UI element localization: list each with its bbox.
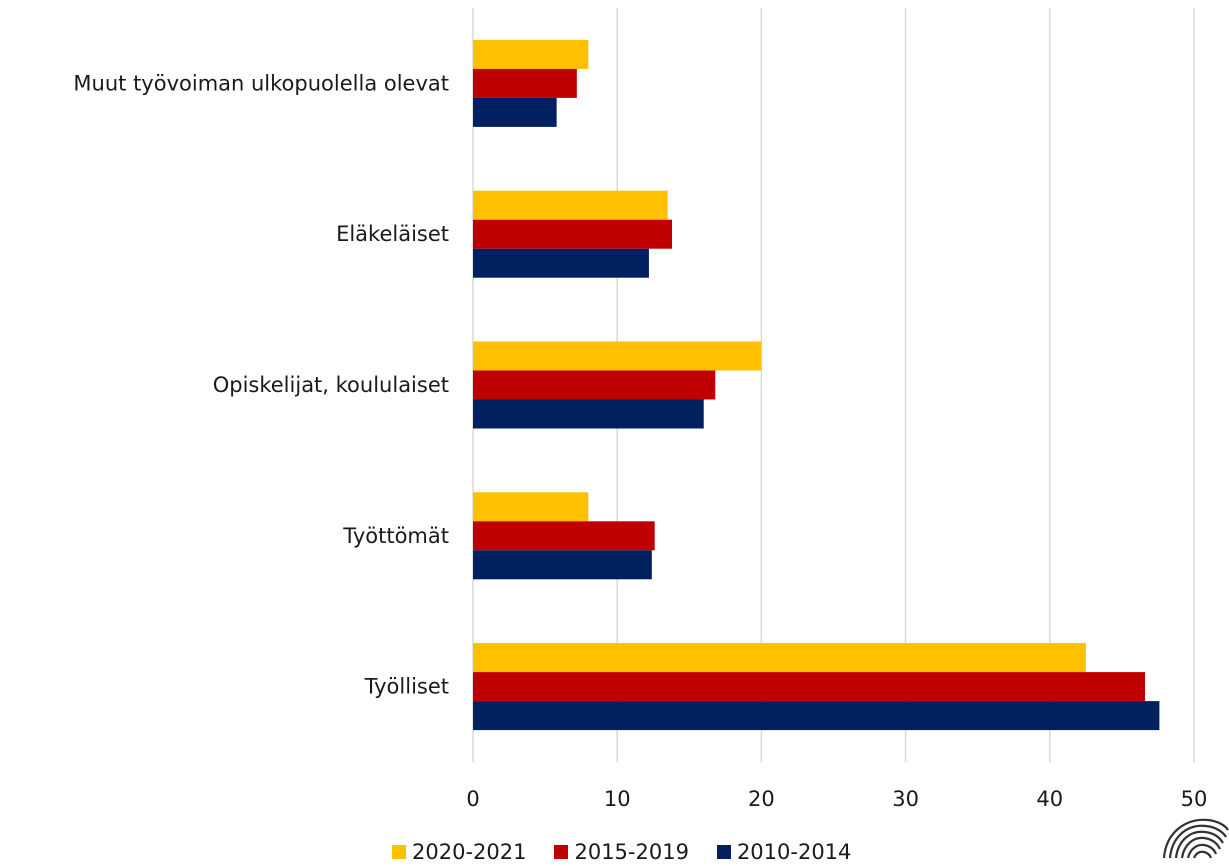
x-tick-label: 20 [748, 787, 775, 811]
x-tick-label: 50 [1181, 787, 1208, 811]
bar [473, 550, 652, 580]
fingerprint-logo-icon [1162, 818, 1229, 859]
legend-item: 2010-2014 [716, 840, 852, 864]
bar [473, 97, 557, 127]
x-axis-ticks: 0 10 20 30 40 50 [466, 787, 1207, 811]
bar [473, 219, 672, 249]
bar [473, 672, 1145, 702]
x-tick-label: 30 [892, 787, 919, 811]
x-tick-label: 40 [1036, 787, 1063, 811]
bar [473, 399, 704, 429]
bar [473, 492, 589, 522]
x-tick-label: 10 [604, 787, 631, 811]
bar [473, 341, 762, 371]
legend-swatch [716, 845, 731, 859]
gridlines [472, 8, 1195, 762]
bars [473, 39, 1160, 731]
bar [473, 643, 1086, 673]
bar [473, 248, 649, 278]
category-label: Muut työvoiman ulkopuolella olevat [73, 71, 449, 95]
legend-label: 2015-2019 [574, 840, 689, 864]
bar [473, 370, 716, 400]
bar [473, 39, 589, 69]
category-label: Opiskelijat, koululaiset [213, 373, 449, 397]
category-label: Eläkeläiset [336, 222, 449, 246]
legend-label: 2010-2014 [736, 840, 852, 864]
x-tick-label: 0 [466, 787, 479, 811]
legend-swatch [554, 845, 569, 859]
bar [473, 68, 577, 98]
category-label: Työlliset [364, 675, 449, 699]
bar [473, 521, 655, 551]
legend-swatch [392, 845, 406, 859]
category-labels: Muut työvoiman ulkopuolella olevat Eläkel… [73, 71, 449, 698]
legend-item: 2020-2021 [392, 840, 526, 864]
legend: 2020-2021 2015-2019 2010-2014 [392, 838, 851, 866]
bar [473, 701, 1160, 731]
legend-item: 2015-2019 [554, 840, 689, 864]
legend-label: 2020-2021 [412, 840, 527, 864]
bar [473, 190, 668, 220]
category-label: Työttömät [342, 524, 449, 548]
